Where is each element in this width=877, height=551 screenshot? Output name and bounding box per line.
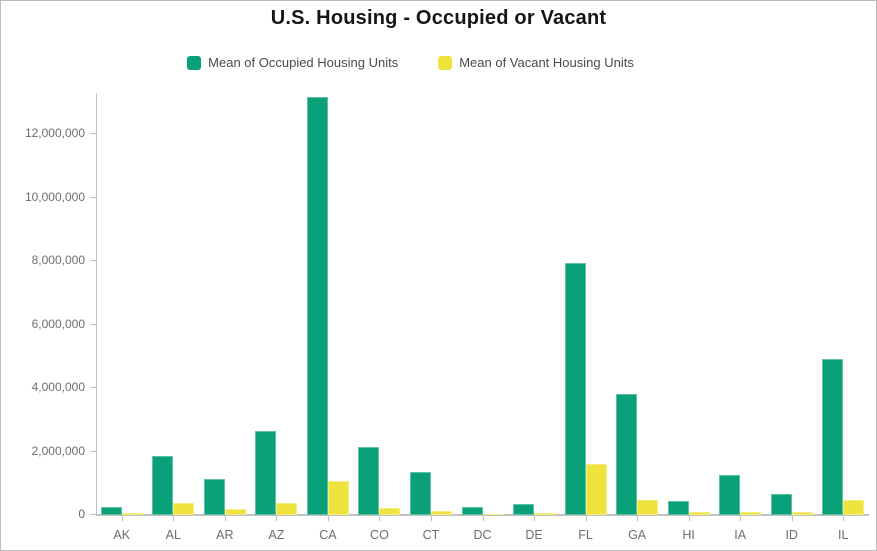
bar-occupied-DC[interactable] xyxy=(461,506,483,515)
legend: Mean of Occupied Housing Units Mean of Va… xyxy=(1,55,848,70)
bar-vacant-CO[interactable] xyxy=(379,508,401,515)
bar-occupied-AL[interactable] xyxy=(152,455,174,515)
bar-occupied-AZ[interactable] xyxy=(255,430,277,515)
x-axis-label-CO: CO xyxy=(370,528,389,542)
x-axis-tick xyxy=(327,516,329,521)
bar-occupied-IA[interactable] xyxy=(719,474,741,515)
legend-swatch-icon xyxy=(438,55,453,70)
y-axis-tick-label: 8,000,000 xyxy=(31,253,85,267)
x-axis-label-FL: FL xyxy=(578,528,593,542)
x-axis-label-AR: AR xyxy=(216,528,234,542)
x-axis-tick xyxy=(534,516,536,521)
bar-occupied-AR[interactable] xyxy=(203,478,225,515)
bar-vacant-DE[interactable] xyxy=(534,512,556,515)
legend-item-occupied[interactable]: Mean of Occupied Housing Units xyxy=(187,55,398,70)
legend-swatch-icon xyxy=(187,55,202,70)
x-axis-tick xyxy=(430,516,432,521)
x-axis-label-IL: IL xyxy=(838,528,849,542)
bar-occupied-CT[interactable] xyxy=(409,471,431,515)
x-axis-line xyxy=(96,514,869,516)
y-axis-tick xyxy=(90,196,96,198)
bar-vacant-GA[interactable] xyxy=(637,500,659,515)
x-axis-label-IA: IA xyxy=(734,528,747,542)
x-axis-label-GA: GA xyxy=(628,528,647,542)
bar-occupied-CA[interactable] xyxy=(306,97,328,515)
bar-occupied-IL[interactable] xyxy=(822,359,844,515)
legend-item-label: Mean of Occupied Housing Units xyxy=(208,55,399,70)
bar-vacant-CT[interactable] xyxy=(430,510,452,515)
y-axis-tick xyxy=(90,387,96,388)
chart-title: U.S. Housing - Occupied or Vacant xyxy=(270,7,607,29)
x-axis-label-ID: ID xyxy=(785,528,798,542)
legend-item-label: Mean of Vacant Housing Units xyxy=(459,55,634,70)
y-axis-tick xyxy=(90,133,96,134)
y-axis-tick-label: 6,000,000 xyxy=(31,316,85,331)
y-axis-tick xyxy=(90,514,96,515)
x-axis-label-DE: DE xyxy=(525,528,543,542)
y-axis-tick-label: 0 xyxy=(78,507,85,521)
bar-vacant-IL[interactable] xyxy=(843,500,865,515)
x-axis-tick xyxy=(379,516,381,521)
bar-occupied-AK[interactable] xyxy=(100,507,122,515)
bar-vacant-ID[interactable] xyxy=(791,512,813,515)
x-axis-label-DC: DC xyxy=(473,528,492,542)
bar-vacant-AR[interactable] xyxy=(224,509,246,515)
y-axis-tick-label: 2,000,000 xyxy=(31,443,85,458)
y-axis-line xyxy=(96,93,97,515)
x-axis-label-CT: CT xyxy=(422,528,440,542)
y-axis-tick-label: 10,000,000 xyxy=(24,189,85,204)
legend-item-vacant[interactable]: Mean of Vacant Housing Units xyxy=(438,55,634,70)
y-axis-tick xyxy=(90,450,96,452)
bar-occupied-FL[interactable] xyxy=(564,262,586,515)
y-axis-tick-label: 4,000,000 xyxy=(31,380,85,394)
x-axis-tick xyxy=(224,516,226,521)
x-axis-tick xyxy=(740,516,742,521)
bar-vacant-AZ[interactable] xyxy=(276,503,298,515)
x-axis-label-HI: HI xyxy=(682,528,695,542)
x-axis-tick xyxy=(482,516,484,521)
x-axis-tick xyxy=(173,516,175,521)
bar-occupied-ID[interactable] xyxy=(770,494,792,515)
y-axis-tick xyxy=(90,260,96,261)
x-axis-label-AZ: AZ xyxy=(268,528,285,542)
x-axis-label-CA: CA xyxy=(319,528,337,542)
x-axis-tick xyxy=(585,516,587,521)
y-axis-tick xyxy=(90,323,96,325)
y-axis-tick-label: 12,000,000 xyxy=(24,126,85,140)
x-axis-tick xyxy=(276,516,278,521)
bar-vacant-DC[interactable] xyxy=(482,513,504,515)
bar-occupied-GA[interactable] xyxy=(616,393,638,515)
x-axis-label-AL: AL xyxy=(165,528,181,542)
bar-vacant-AL[interactable] xyxy=(173,503,195,515)
bar-occupied-DE[interactable] xyxy=(513,504,535,515)
bar-vacant-AK[interactable] xyxy=(121,513,143,515)
x-axis-tick xyxy=(843,516,845,521)
bar-occupied-HI[interactable] xyxy=(667,500,689,515)
bar-vacant-IA[interactable] xyxy=(740,511,762,515)
bar-vacant-HI[interactable] xyxy=(688,512,710,515)
x-axis-tick xyxy=(688,516,690,521)
bar-occupied-CO[interactable] xyxy=(358,446,380,515)
bar-vacant-FL[interactable] xyxy=(585,464,607,515)
x-axis-tick xyxy=(791,516,793,521)
x-axis-label-AK: AK xyxy=(113,528,131,542)
x-axis-tick xyxy=(121,516,123,521)
bar-vacant-CA[interactable] xyxy=(327,480,349,515)
x-axis-tick xyxy=(637,516,639,521)
